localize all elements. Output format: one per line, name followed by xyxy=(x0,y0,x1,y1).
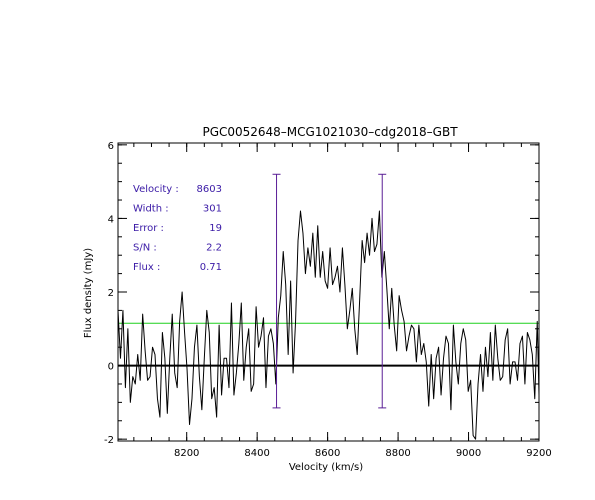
info-panel: Velocity : 8603 Width : 301 Error : 19 S/N : 2.… xyxy=(133,184,222,273)
y-tick-label: 6 xyxy=(108,141,114,152)
spectrum-line xyxy=(117,210,540,440)
info-label: Error : xyxy=(133,223,164,234)
plot-frame xyxy=(117,142,540,442)
info-label: Flux : xyxy=(133,262,160,273)
info-label: S/N : xyxy=(133,243,157,254)
y-tick-label: 2 xyxy=(108,288,114,299)
y-axis-label: Flux density (mJy) xyxy=(83,248,94,338)
info-value: 19 xyxy=(209,223,222,234)
info-label: Velocity : xyxy=(133,184,179,195)
info-label: Width : xyxy=(133,204,169,215)
y-tick-label: -2 xyxy=(104,435,114,446)
info-value: 8603 xyxy=(197,184,222,195)
x-tick-label: 8800 xyxy=(385,448,410,459)
y-tick-label: 0 xyxy=(108,362,114,373)
x-tick-label: 9000 xyxy=(456,448,481,459)
x-tick-label: 8200 xyxy=(174,448,199,459)
chart-title: PGC0052648–MCG1021030–cdg2018–GBT xyxy=(202,125,458,139)
x-tick-label: 9200 xyxy=(526,448,551,459)
x-tick-label: 8400 xyxy=(244,448,269,459)
spectrum-series xyxy=(117,210,540,440)
x-axis-label: Velocity (km/s) xyxy=(289,462,363,473)
reference-lines xyxy=(118,322,539,367)
tick-labels: 8200 8400 8600 8800 9000 9200 -2 0 2 4 6 xyxy=(104,141,552,459)
velocity-markers xyxy=(272,173,387,409)
y-tick-label: 4 xyxy=(108,214,114,225)
axis-ticks xyxy=(118,143,540,441)
info-value: 2.2 xyxy=(206,243,222,254)
info-value: 0.71 xyxy=(200,262,222,273)
x-tick-label: 8600 xyxy=(315,448,340,459)
info-value: 301 xyxy=(203,204,222,215)
